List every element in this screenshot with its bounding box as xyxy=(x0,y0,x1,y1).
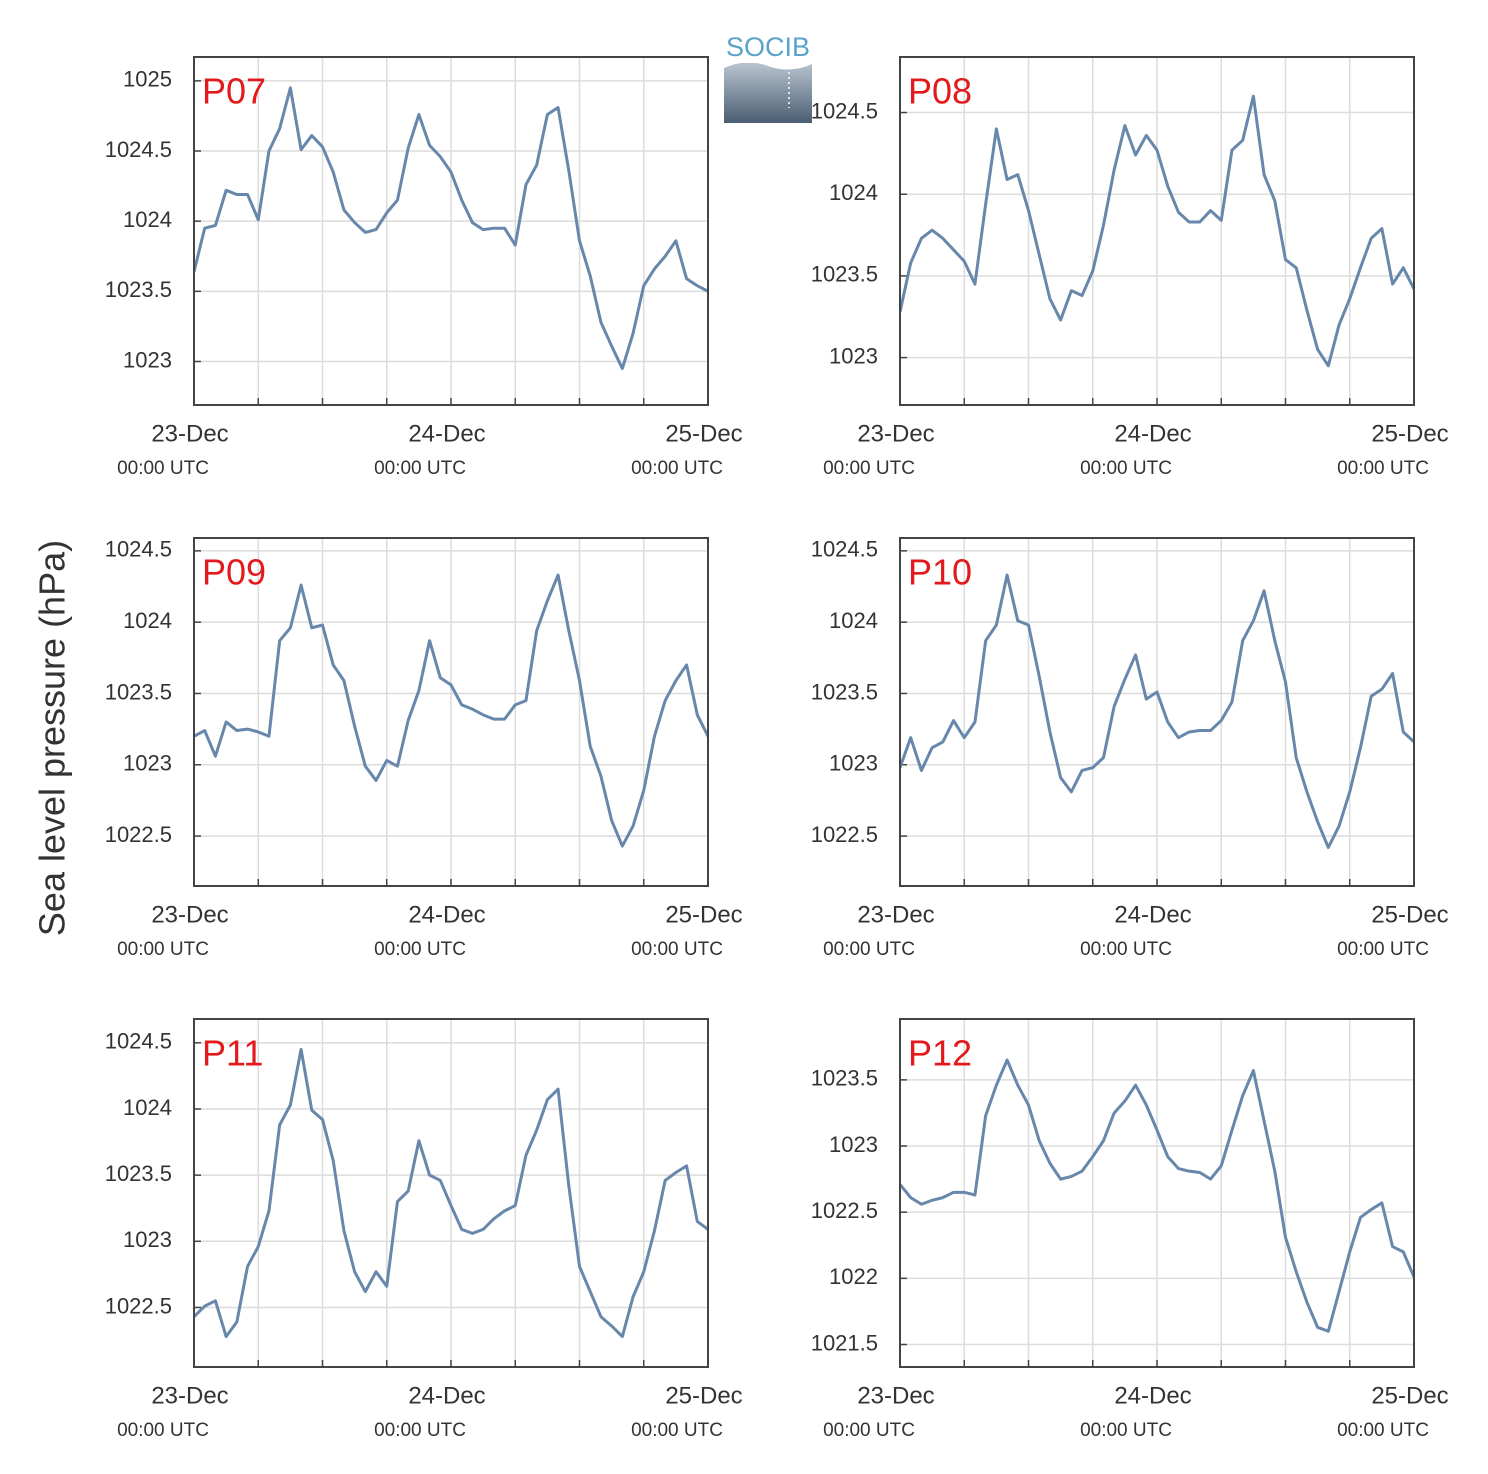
panel-title: P09 xyxy=(202,552,266,593)
x-tick-label: 25-Dec xyxy=(1371,1382,1448,1409)
y-tick-label: 1023 xyxy=(829,1132,878,1157)
plot-area xyxy=(900,1058,1414,1333)
x-tick-label: 23-Dec xyxy=(857,1382,934,1409)
x-tick-label: 25-Dec xyxy=(665,901,742,928)
panel-title: P12 xyxy=(908,1033,972,1074)
x-tick-label: 24-Dec xyxy=(1114,1382,1191,1409)
y-tick-label: 1023 xyxy=(123,751,172,776)
x-tick-sublabel: 00:00 UTC xyxy=(823,1420,915,1441)
y-tick-label: 1024 xyxy=(829,180,878,205)
data-line xyxy=(194,1047,708,1339)
x-tick-sublabel: 00:00 UTC xyxy=(117,939,209,960)
y-tick-label: 1023.5 xyxy=(105,679,172,704)
x-tick-sublabel: 00:00 UTC xyxy=(374,1420,466,1441)
y-tick-label: 1023.5 xyxy=(105,1161,172,1186)
y-tick-label: 1024.5 xyxy=(811,537,878,562)
y-tick-label: 1022.5 xyxy=(105,822,172,847)
x-tick-sublabel: 00:00 UTC xyxy=(823,939,915,960)
x-tick-label: 24-Dec xyxy=(408,1382,485,1409)
y-axis-label: Sea level pressure (hPa) xyxy=(32,540,73,936)
axes-frame xyxy=(899,56,1415,406)
y-tick-label: 1024.5 xyxy=(105,137,172,162)
x-tick-sublabel: 00:00 UTC xyxy=(374,458,466,479)
x-tick-sublabel: 00:00 UTC xyxy=(631,1420,723,1441)
x-tick-sublabel: 00:00 UTC xyxy=(1080,458,1172,479)
y-tick-label: 1023.5 xyxy=(105,277,172,302)
x-tick-label: 24-Dec xyxy=(1114,420,1191,447)
x-tick-label: 25-Dec xyxy=(665,1382,742,1409)
x-tick-label: 23-Dec xyxy=(857,420,934,447)
x-tick-sublabel: 00:00 UTC xyxy=(1080,939,1172,960)
plot-area xyxy=(900,573,1414,849)
data-line xyxy=(900,1058,1414,1333)
y-tick-label: 1022.5 xyxy=(811,822,878,847)
data-line xyxy=(900,573,1414,849)
axes-frame xyxy=(193,1018,709,1368)
panel-title: P08 xyxy=(908,71,972,112)
data-line xyxy=(194,86,708,371)
x-tick-label: 23-Dec xyxy=(151,420,228,447)
x-tick-sublabel: 00:00 UTC xyxy=(1080,1420,1172,1441)
y-tick-label: 1024 xyxy=(829,608,878,633)
y-tick-label: 1024.5 xyxy=(105,537,172,562)
y-tick-label: 1022.5 xyxy=(105,1293,172,1318)
axes-frame xyxy=(899,537,1415,887)
plot-area xyxy=(194,573,708,848)
logo-text: SOCIB xyxy=(726,32,810,62)
x-tick-sublabel: 00:00 UTC xyxy=(823,458,915,479)
y-tick-label: 1024.5 xyxy=(811,98,878,123)
x-tick-label: 24-Dec xyxy=(1114,901,1191,928)
axes-frame xyxy=(899,1018,1415,1368)
y-tick-label: 1023 xyxy=(123,347,172,372)
x-tick-sublabel: 00:00 UTC xyxy=(631,939,723,960)
logo-box xyxy=(724,63,812,123)
x-tick-sublabel: 00:00 UTC xyxy=(1337,939,1429,960)
y-tick-label: 1024 xyxy=(123,207,172,232)
y-tick-label: 1022.5 xyxy=(811,1198,878,1223)
x-tick-label: 23-Dec xyxy=(151,901,228,928)
x-tick-label: 24-Dec xyxy=(408,420,485,447)
y-tick-label: 1021.5 xyxy=(811,1330,878,1355)
plot-area xyxy=(900,94,1414,368)
y-tick-label: 1023.5 xyxy=(811,1066,878,1091)
data-line xyxy=(900,94,1414,368)
x-tick-sublabel: 00:00 UTC xyxy=(1337,458,1429,479)
y-tick-label: 1024.5 xyxy=(105,1029,172,1054)
axes-frame xyxy=(193,56,709,406)
plot-area xyxy=(194,86,708,371)
plot-area xyxy=(194,1047,708,1339)
y-tick-label: 1023 xyxy=(829,343,878,368)
y-tick-label: 1023 xyxy=(829,751,878,776)
panel-title: P11 xyxy=(202,1033,263,1074)
x-tick-label: 25-Dec xyxy=(1371,901,1448,928)
x-tick-sublabel: 00:00 UTC xyxy=(1337,1420,1429,1441)
y-tick-label: 1023.5 xyxy=(811,679,878,704)
y-tick-label: 1022 xyxy=(829,1264,878,1289)
panel-title: P10 xyxy=(908,552,972,593)
x-tick-label: 23-Dec xyxy=(857,901,934,928)
logo-wave xyxy=(724,62,812,70)
y-tick-label: 1023 xyxy=(123,1227,172,1252)
x-tick-label: 23-Dec xyxy=(151,1382,228,1409)
data-line xyxy=(194,573,708,848)
x-tick-sublabel: 00:00 UTC xyxy=(374,939,466,960)
x-tick-sublabel: 00:00 UTC xyxy=(631,458,723,479)
axes-frame xyxy=(193,537,709,887)
y-tick-label: 1024 xyxy=(123,608,172,633)
x-tick-label: 24-Dec xyxy=(408,901,485,928)
x-tick-label: 25-Dec xyxy=(665,420,742,447)
y-tick-label: 1023.5 xyxy=(811,262,878,287)
y-tick-label: 1025 xyxy=(123,67,172,92)
panel-title: P07 xyxy=(202,71,266,112)
x-tick-label: 25-Dec xyxy=(1371,420,1448,447)
x-tick-sublabel: 00:00 UTC xyxy=(117,458,209,479)
x-tick-sublabel: 00:00 UTC xyxy=(117,1420,209,1441)
y-tick-label: 1024 xyxy=(123,1095,172,1120)
